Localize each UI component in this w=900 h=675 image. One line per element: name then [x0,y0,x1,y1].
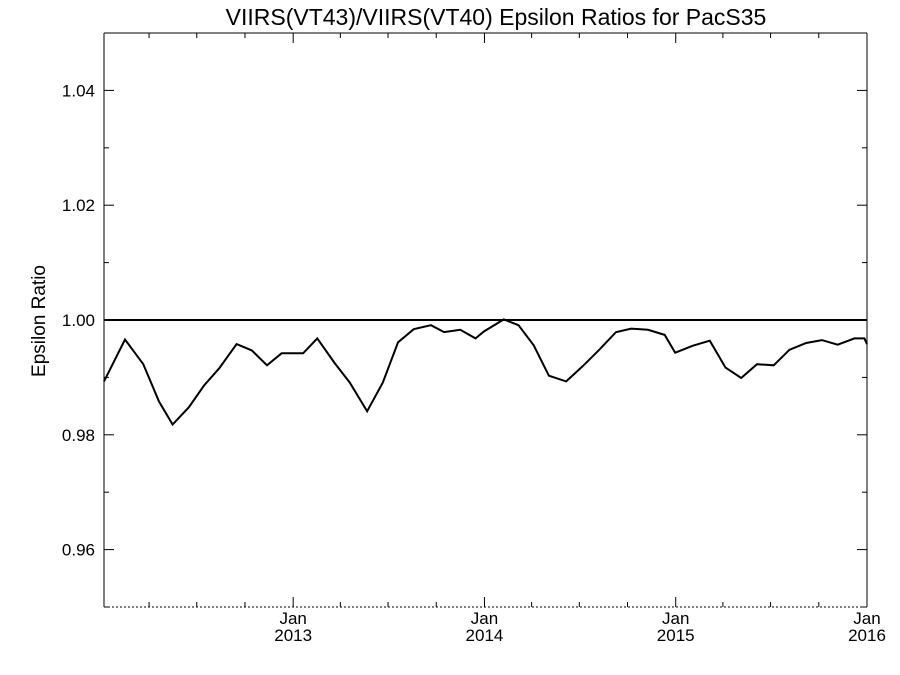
chart-title: VIIRS(VT43)/VIIRS(VT40) Epsilon Ratios f… [226,4,767,30]
y-tick-label: 1.04 [62,81,95,100]
x-tick-label-year: 2014 [466,626,504,645]
y-axis-ticks: 0.96 0.98 1.00 1.02 1.04 [62,32,867,608]
x-tick-label-year: 2013 [274,626,312,645]
x-tick-label-year: 2015 [657,626,695,645]
y-tick-label: 1.00 [62,311,95,330]
x-tick-label-month: Jan [853,609,880,628]
y-axis-label: Epsilon Ratio [29,265,50,377]
x-tick-label-month: Jan [471,609,498,628]
series-layer [103,318,868,427]
x-tick-label-year: 2016 [848,626,886,645]
y-tick-label: 0.98 [62,426,95,445]
x-tick-label-month: Jan [279,609,306,628]
x-tick-label-month: Jan [662,609,689,628]
y-tick-label: 0.96 [62,541,95,560]
y-tick-label: 1.02 [62,196,95,215]
series-line [103,318,868,427]
